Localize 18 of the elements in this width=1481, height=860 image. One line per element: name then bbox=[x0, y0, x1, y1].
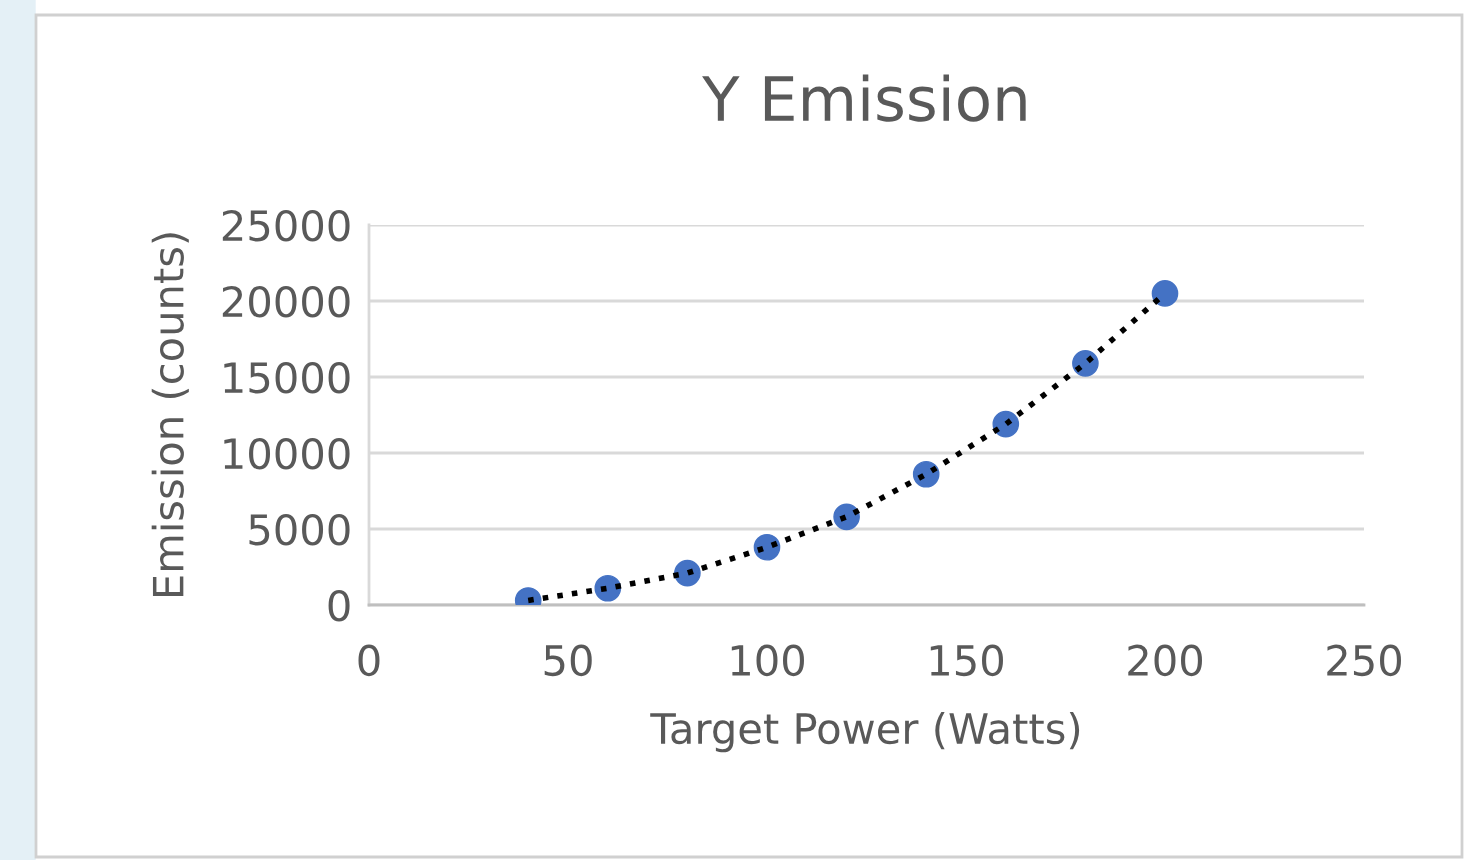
x-tick-label: 250 bbox=[1327, 644, 1401, 677]
y-tick-label: 0 bbox=[328, 589, 350, 622]
chart-title: Y Emission bbox=[702, 74, 1026, 122]
y-tick-label: 20000 bbox=[222, 285, 350, 318]
y-tick-label: 5000 bbox=[249, 513, 350, 546]
x-tick-label: 200 bbox=[1128, 644, 1202, 677]
y-tick-label: 10000 bbox=[224, 437, 350, 470]
y-axis-title: Emission (counts) bbox=[151, 233, 189, 597]
y-tick-label: 15000 bbox=[224, 361, 350, 394]
x-tick-label: 0 bbox=[358, 644, 380, 677]
y-tick-label: 25000 bbox=[222, 209, 350, 242]
x-tick-label: 100 bbox=[731, 644, 804, 677]
point bbox=[674, 559, 701, 587]
x-tick-label: 150 bbox=[930, 644, 1003, 677]
x-tick-label: 50 bbox=[544, 644, 592, 677]
point bbox=[1151, 280, 1179, 307]
x-axis-title: Target Power (Watts) bbox=[650, 712, 1080, 753]
point bbox=[833, 503, 860, 531]
